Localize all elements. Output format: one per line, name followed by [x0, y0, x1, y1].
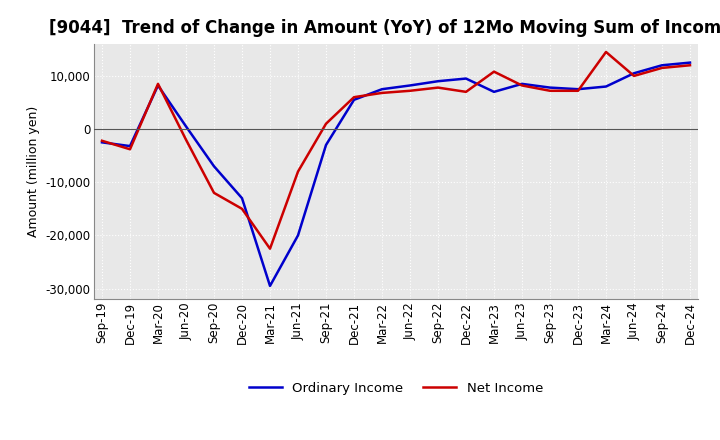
Net Income — [490, 69, 498, 74]
Ordinary Income — [266, 283, 274, 289]
Ordinary Income — [126, 143, 135, 149]
Line: Net Income: Net Income — [102, 52, 690, 249]
Net Income — [462, 89, 470, 95]
Net Income — [210, 190, 218, 195]
Net Income — [574, 88, 582, 93]
Ordinary Income — [181, 124, 190, 129]
Ordinary Income — [657, 62, 666, 68]
Ordinary Income — [378, 87, 387, 92]
Net Income — [378, 90, 387, 95]
Ordinary Income — [490, 89, 498, 95]
Ordinary Income — [294, 233, 302, 238]
Net Income — [153, 81, 162, 87]
Net Income — [266, 246, 274, 251]
Ordinary Income — [238, 195, 246, 201]
Net Income — [98, 138, 107, 143]
Ordinary Income — [602, 84, 611, 89]
Net Income — [238, 206, 246, 212]
Net Income — [350, 95, 359, 100]
Legend: Ordinary Income, Net Income: Ordinary Income, Net Income — [243, 376, 549, 400]
Ordinary Income — [574, 87, 582, 92]
Net Income — [433, 85, 442, 90]
Net Income — [405, 88, 414, 93]
Net Income — [294, 169, 302, 174]
Ordinary Income — [685, 60, 694, 65]
Net Income — [657, 65, 666, 70]
Line: Ordinary Income: Ordinary Income — [102, 62, 690, 286]
Net Income — [630, 73, 639, 78]
Net Income — [518, 83, 526, 88]
Ordinary Income — [546, 85, 554, 90]
Ordinary Income — [630, 70, 639, 76]
Ordinary Income — [518, 81, 526, 87]
Net Income — [546, 88, 554, 93]
Ordinary Income — [405, 83, 414, 88]
Title: [9044]  Trend of Change in Amount (YoY) of 12Mo Moving Sum of Incomes: [9044] Trend of Change in Amount (YoY) o… — [49, 19, 720, 37]
Ordinary Income — [153, 83, 162, 88]
Net Income — [602, 49, 611, 55]
Ordinary Income — [98, 140, 107, 145]
Net Income — [685, 62, 694, 68]
Ordinary Income — [462, 76, 470, 81]
Ordinary Income — [322, 143, 330, 148]
Net Income — [181, 137, 190, 142]
Y-axis label: Amount (million yen): Amount (million yen) — [27, 106, 40, 237]
Net Income — [126, 147, 135, 152]
Ordinary Income — [210, 164, 218, 169]
Net Income — [322, 121, 330, 126]
Ordinary Income — [433, 79, 442, 84]
Ordinary Income — [350, 97, 359, 103]
